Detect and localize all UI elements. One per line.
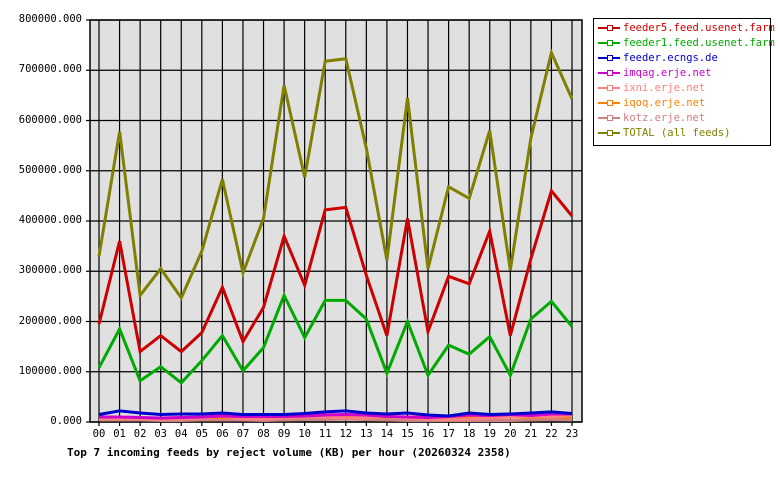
legend-swatch-icon bbox=[598, 114, 620, 122]
legend-swatch-icon bbox=[598, 54, 620, 62]
x-tick-label: 18 bbox=[462, 428, 476, 440]
x-tick-label: 05 bbox=[195, 428, 209, 440]
legend-item: feeder5.feed.usenet.farm bbox=[598, 21, 775, 35]
x-tick-label: 06 bbox=[216, 428, 229, 440]
y-tick-label: 800000.000 bbox=[18, 13, 82, 25]
x-tick-label: 13 bbox=[360, 428, 373, 440]
y-tick-label: 100000.000 bbox=[18, 364, 82, 377]
x-tick-label: 08 bbox=[257, 428, 270, 440]
x-tick-label: 07 bbox=[236, 428, 250, 440]
y-tick-label: 700000.000 bbox=[18, 63, 82, 76]
legend-swatch-icon bbox=[598, 129, 620, 137]
y-tick-label: 300000.000 bbox=[18, 264, 82, 277]
x-tick-label: 14 bbox=[380, 428, 394, 440]
x-tick-label: 17 bbox=[442, 428, 455, 440]
legend-item: feeder1.feed.usenet.farm bbox=[598, 36, 775, 50]
legend-label: imqag.erje.net bbox=[623, 67, 712, 79]
legend-label: kotz.erje.net bbox=[623, 112, 706, 124]
y-tick-label: 400000.000 bbox=[18, 214, 82, 226]
x-tick-label: 16 bbox=[421, 428, 435, 440]
x-tick-label: 23 bbox=[565, 428, 579, 440]
chart-title: Top 7 incoming feeds by reject volume (K… bbox=[67, 446, 511, 459]
legend-swatch-icon bbox=[598, 24, 620, 32]
legend-label: feeder5.feed.usenet.farm bbox=[623, 22, 775, 34]
x-tick-label: 10 bbox=[298, 428, 311, 440]
x-tick-label: 19 bbox=[483, 428, 497, 440]
series-line bbox=[97, 48, 574, 301]
legend-label: feeder1.feed.usenet.farm bbox=[623, 37, 775, 49]
legend-label: feeder.ecngs.de bbox=[623, 52, 718, 64]
series-line bbox=[97, 291, 574, 385]
y-tick-label: 500000.000 bbox=[18, 163, 82, 176]
series-lines bbox=[97, 48, 574, 423]
legend-label: iqoq.erje.net bbox=[623, 97, 706, 109]
x-tick-label: 01 bbox=[113, 428, 126, 440]
legend-swatch-icon bbox=[598, 39, 620, 47]
y-tick-label: 600000.000 bbox=[18, 113, 82, 126]
legend: feeder5.feed.usenet.farm feeder1.feed.us… bbox=[593, 18, 775, 146]
legend-item: iqoq.erje.net bbox=[598, 96, 705, 110]
legend-label: ixni.erje.net bbox=[623, 82, 706, 94]
legend-item: TOTAL (all feeds) bbox=[598, 126, 730, 140]
x-tick-label: 12 bbox=[339, 428, 353, 440]
legend-swatch-icon bbox=[598, 84, 620, 92]
legend-item: ixni.erje.net bbox=[598, 81, 705, 95]
x-tick-label: 00 bbox=[92, 428, 106, 440]
x-tick-label: 09 bbox=[277, 428, 291, 440]
series-line bbox=[97, 187, 574, 355]
x-tick-label: 04 bbox=[174, 428, 188, 440]
x-tick-label: 21 bbox=[524, 428, 538, 440]
legend-label: TOTAL (all feeds) bbox=[623, 127, 731, 139]
x-tick-label: 03 bbox=[154, 428, 168, 440]
x-tick-label: 22 bbox=[545, 428, 558, 440]
x-tick-label: 02 bbox=[133, 428, 147, 440]
y-tick-label: 0.000 bbox=[50, 415, 82, 427]
series-line bbox=[98, 409, 573, 418]
legend-swatch-icon bbox=[598, 69, 620, 77]
y-tick-label: 200000.000 bbox=[18, 314, 82, 327]
x-tick-label: 11 bbox=[318, 428, 332, 440]
legend-swatch-icon bbox=[598, 99, 620, 107]
x-tick-label: 20 bbox=[503, 428, 517, 440]
x-tick-label: 15 bbox=[401, 428, 414, 440]
legend-item: kotz.erje.net bbox=[598, 111, 705, 125]
legend-item: imqag.erje.net bbox=[598, 66, 712, 80]
legend-item: feeder.ecngs.de bbox=[598, 51, 718, 65]
